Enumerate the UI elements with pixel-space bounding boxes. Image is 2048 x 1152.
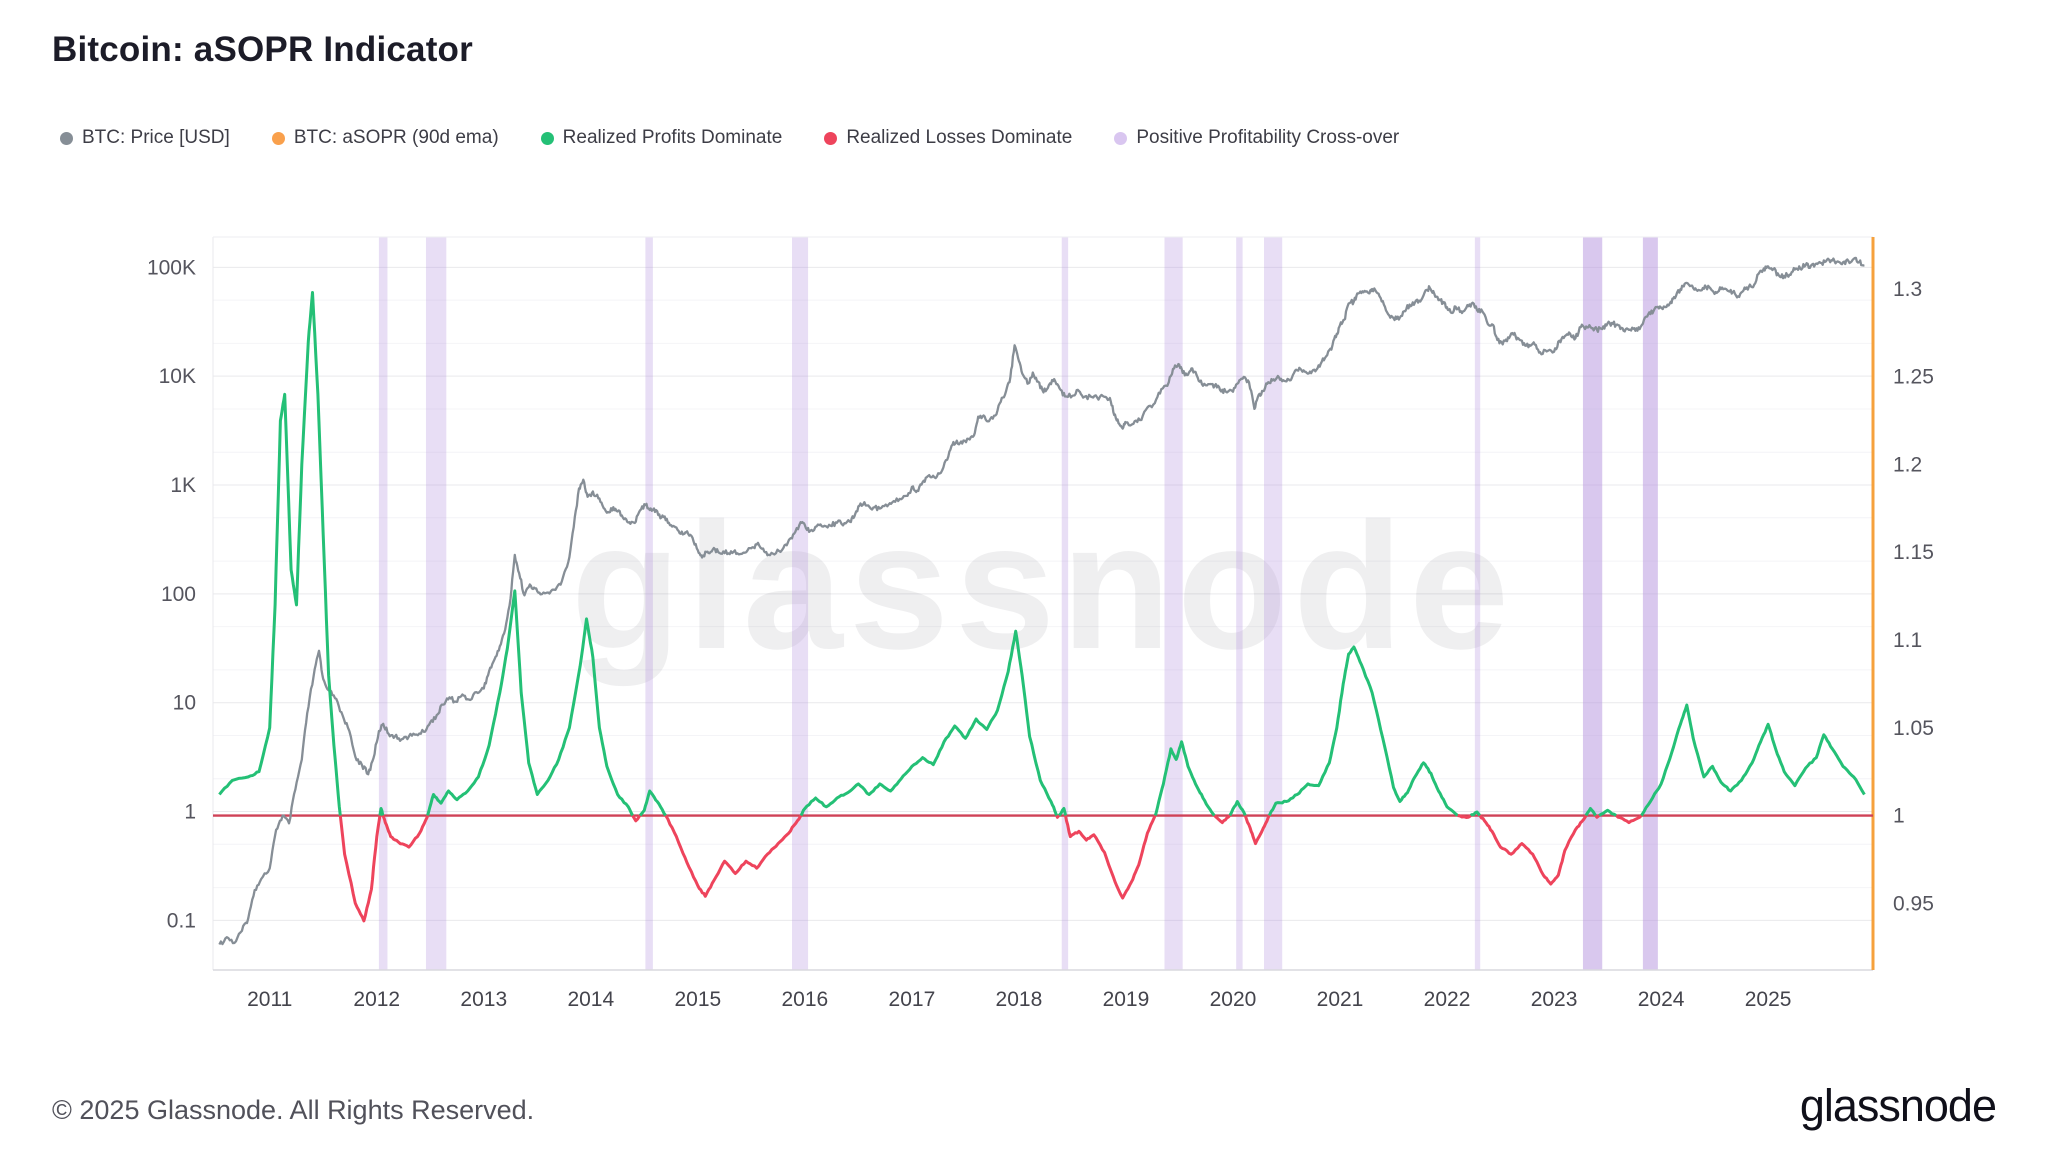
legend-item-2[interactable]: Realized Profits Dominate	[540, 127, 783, 149]
crossover-band	[645, 237, 653, 970]
right-axis-label: 1	[1893, 805, 1905, 828]
right-axis-label: 1.2	[1893, 453, 1922, 476]
left-axis-label: 0.1	[167, 909, 196, 932]
copyright-text: © 2025 Glassnode. All Rights Reserved.	[52, 1095, 535, 1125]
legend-label: Positive Profitability Cross-over	[1136, 127, 1400, 148]
glassnode-wordmark: glassnode	[1799, 1080, 1997, 1131]
x-axis-label: 2020	[1210, 988, 1257, 1011]
crossover-band	[1164, 237, 1183, 970]
x-axis-label: 2023	[1531, 988, 1578, 1011]
left-axis-label: 1	[184, 801, 196, 824]
left-axis-label: 10K	[159, 365, 196, 388]
left-axis-label: 1K	[170, 474, 196, 497]
x-axis-label: 2025	[1745, 988, 1792, 1011]
crossover-band	[1582, 237, 1603, 970]
right-axis-label: 1.15	[1893, 541, 1934, 564]
legend-item-0[interactable]: BTC: Price [USD]	[60, 127, 230, 149]
legend-dot	[824, 131, 838, 145]
legend-label: BTC: aSOPR (90d ema)	[293, 127, 499, 148]
crossover-band	[1236, 237, 1243, 970]
chart-legend: BTC: Price [USD] BTC: aSOPR (90d ema) Real…	[60, 127, 1399, 149]
left-axis-label: 100	[161, 583, 196, 606]
crossover-band	[1061, 237, 1069, 970]
legend-item-1[interactable]: BTC: aSOPR (90d ema)	[271, 127, 499, 149]
legend-item-3[interactable]: Realized Losses Dominate	[824, 127, 1072, 149]
legend-label: Realized Losses Dominate	[846, 127, 1073, 148]
x-axis-label: 2013	[460, 988, 507, 1011]
x-axis-label: 2012	[353, 988, 400, 1011]
x-axis-label: 2011	[247, 988, 292, 1011]
crossover-band	[1474, 237, 1481, 970]
legend-dot	[271, 131, 285, 145]
legend-dot	[60, 131, 73, 145]
crossover-band	[425, 237, 447, 970]
price-line	[218, 256, 1865, 946]
asopr-line-positive	[218, 291, 1866, 817]
legend-label: Realized Profits Dominate	[562, 127, 783, 148]
x-axis-label: 2022	[1424, 988, 1471, 1011]
legend-label: BTC: Price [USD]	[82, 127, 230, 148]
right-axis-label: 1.25	[1893, 366, 1934, 389]
legend-dot	[540, 131, 554, 145]
right-axis-label: 1.3	[1893, 278, 1922, 301]
glassnode-watermark: glassnode	[571, 486, 1515, 687]
right-axis-label: 1.05	[1893, 717, 1934, 740]
legend-item-4[interactable]: Positive Profitability Cross-over	[1114, 127, 1399, 149]
page-title: Bitcoin: aSOPR Indicator	[52, 30, 473, 69]
left-axis-label: 10	[173, 692, 196, 715]
x-axis-label: 2016	[782, 988, 829, 1011]
left-axis-label: 100K	[147, 256, 196, 279]
crossover-band	[378, 237, 388, 970]
x-axis-label: 2018	[996, 988, 1043, 1011]
crossover-band	[1264, 237, 1283, 970]
asopr-line-negative	[338, 814, 1643, 923]
x-axis-label: 2021	[1317, 988, 1364, 1011]
x-axis-label: 2017	[889, 988, 936, 1011]
legend-dot	[1114, 131, 1128, 145]
x-axis-label: 2015	[674, 988, 721, 1011]
crossover-band	[792, 237, 809, 970]
x-axis-label: 2014	[567, 988, 614, 1011]
right-axis-label: 1.1	[1893, 629, 1922, 652]
right-axis-label: 0.95	[1893, 892, 1934, 915]
crossover-band	[1642, 237, 1658, 970]
x-axis-label: 2024	[1638, 988, 1685, 1011]
x-axis-label: 2019	[1103, 988, 1150, 1011]
